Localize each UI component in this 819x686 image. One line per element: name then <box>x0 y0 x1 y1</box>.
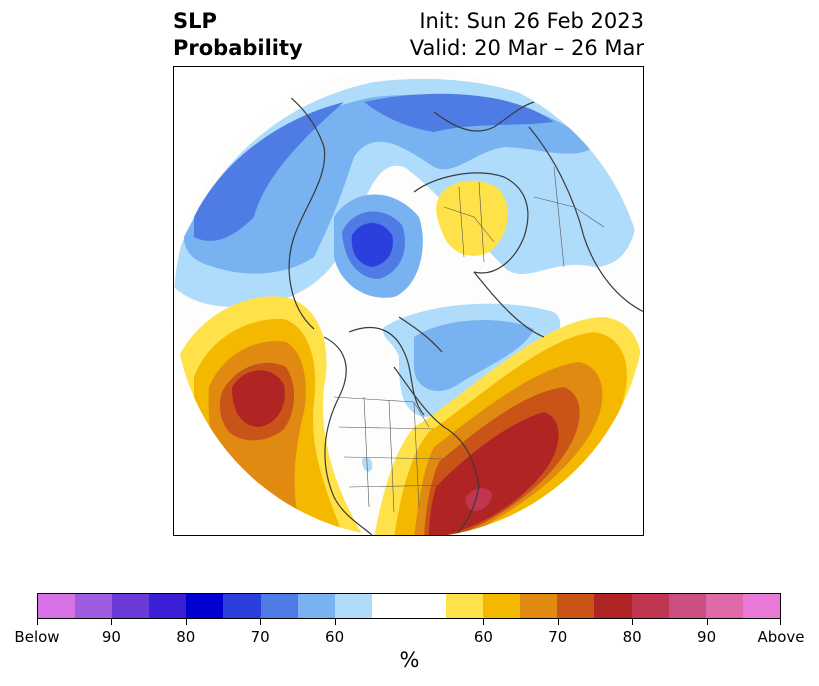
colorbar-tick-label: 70 <box>250 628 270 646</box>
colorbar-tick-label: 60 <box>325 628 345 646</box>
valid-dates: Valid: 20 Mar – 26 Mar <box>409 36 644 60</box>
below-70-band-east <box>414 319 534 391</box>
colorbar-tick <box>334 619 336 625</box>
colorbar-segment <box>297 594 335 618</box>
colorbar-segment <box>149 594 187 618</box>
colorbar-tick-label: 80 <box>622 628 642 646</box>
below-80-band <box>194 102 344 241</box>
title-line-1: SLP <box>173 9 217 33</box>
colorbar-segment <box>705 594 743 618</box>
colorbar-tick <box>260 619 262 625</box>
colorbar-segment <box>334 594 372 618</box>
colorbar-tick <box>706 619 708 625</box>
colorbar-segment <box>483 594 521 618</box>
political-borders <box>333 166 605 513</box>
below-90-core <box>351 223 393 267</box>
colorbar-segment <box>742 594 780 618</box>
colorbar-segment <box>520 594 558 618</box>
colorbar-segment <box>371 594 447 618</box>
colorbar-tick-label: Below <box>14 628 60 646</box>
colorbar-tick <box>632 619 634 625</box>
polar-map <box>173 66 644 536</box>
above-core-atlantic <box>429 412 559 535</box>
colorbar-segment <box>631 594 669 618</box>
colorbar-tick-label: 60 <box>473 628 493 646</box>
init-date: Init: Sun 26 Feb 2023 <box>419 9 644 33</box>
colorbar-segment <box>223 594 261 618</box>
coastlines <box>268 81 643 535</box>
colorbar-tick-label: 90 <box>697 628 717 646</box>
colorbar-tick-label: 90 <box>101 628 121 646</box>
colorbar-tick <box>185 619 187 625</box>
colorbar-tick-label: 80 <box>176 628 196 646</box>
colorbar-tick <box>37 619 38 625</box>
colorbar-segment <box>446 594 484 618</box>
colorbar-segment <box>668 594 706 618</box>
below-80-band-north <box>364 93 554 132</box>
colorbar-tick <box>557 619 559 625</box>
colorbar-tick <box>483 619 485 625</box>
colorbar-tick <box>780 619 781 625</box>
above-core-pacific <box>232 370 285 427</box>
title-line-2: Probability <box>173 36 303 60</box>
colorbar-segment <box>112 594 150 618</box>
colorbar-segment <box>186 594 224 618</box>
valid-period: Init: Sun 26 Feb 2023 Valid: 20 Mar – 26… <box>410 8 644 62</box>
colorbar-tick <box>111 619 113 625</box>
colorbar-segment <box>557 594 595 618</box>
colorbar <box>37 593 781 619</box>
colorbar-units: % <box>399 648 420 672</box>
colorbar-tick-label: 70 <box>548 628 568 646</box>
colorbar-segment <box>594 594 632 618</box>
chart-title: SLP Probability <box>173 8 303 62</box>
above-peak-atlantic <box>465 488 492 511</box>
map-canvas <box>174 67 643 535</box>
colorbar-segment <box>38 594 76 618</box>
colorbar-tick-label: Above <box>757 628 805 646</box>
colorbar-segment <box>260 594 298 618</box>
colorbar-segment <box>75 594 113 618</box>
